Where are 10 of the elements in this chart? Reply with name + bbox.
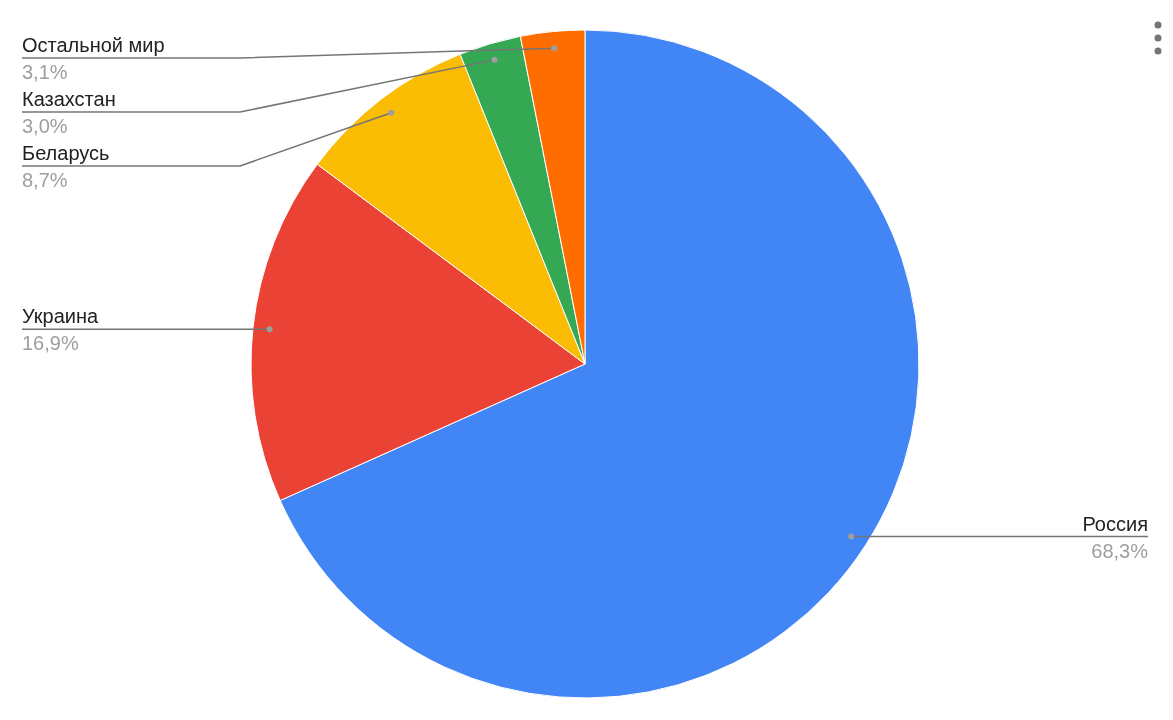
data-label: 68,3% (1091, 539, 1149, 562)
data-label: 16,9% (22, 332, 79, 355)
data-label: 8,7% (22, 169, 68, 191)
slice-label: Украина (22, 305, 100, 328)
slice-label: Россия (1082, 512, 1148, 535)
slice-label: Остальной мир (22, 34, 165, 56)
data-label: 3,1% (22, 61, 68, 83)
data-label: 3,0% (22, 115, 68, 137)
slice-label: Казахстан (22, 88, 116, 110)
slice-label: Беларусь (22, 142, 110, 164)
